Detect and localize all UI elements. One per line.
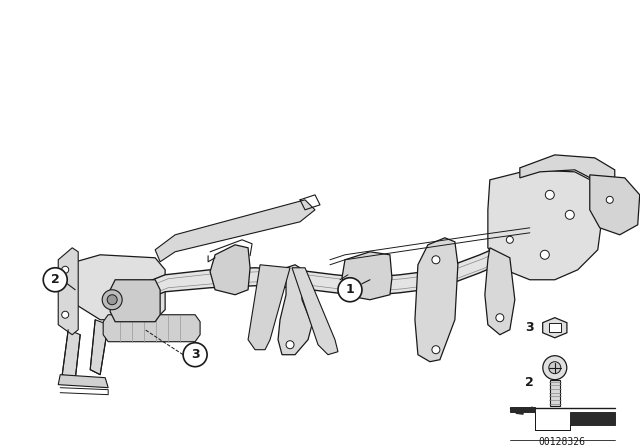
Polygon shape — [543, 318, 567, 338]
Circle shape — [543, 356, 567, 379]
Text: 00128326: 00128326 — [538, 437, 586, 447]
Polygon shape — [520, 155, 615, 190]
Polygon shape — [103, 315, 200, 342]
Polygon shape — [62, 330, 80, 379]
Circle shape — [61, 311, 68, 318]
Circle shape — [549, 362, 561, 374]
Circle shape — [432, 346, 440, 354]
Circle shape — [183, 343, 207, 367]
Polygon shape — [90, 320, 108, 375]
Polygon shape — [292, 268, 338, 355]
Polygon shape — [488, 170, 602, 280]
Circle shape — [496, 314, 504, 322]
Circle shape — [565, 210, 574, 220]
Text: 1: 1 — [346, 283, 355, 296]
Polygon shape — [58, 248, 78, 335]
Text: 3: 3 — [525, 321, 534, 334]
Circle shape — [338, 278, 362, 302]
Polygon shape — [485, 248, 515, 335]
Text: 2: 2 — [51, 273, 60, 286]
Text: 3: 3 — [191, 348, 200, 361]
Polygon shape — [58, 375, 108, 388]
Polygon shape — [342, 252, 392, 300]
Circle shape — [432, 256, 440, 264]
Polygon shape — [549, 323, 561, 332]
Polygon shape — [550, 379, 560, 405]
Circle shape — [61, 266, 68, 273]
Polygon shape — [110, 280, 160, 322]
Polygon shape — [278, 265, 312, 355]
Circle shape — [286, 341, 294, 349]
Text: 2: 2 — [525, 376, 534, 389]
Circle shape — [44, 268, 67, 292]
Polygon shape — [140, 228, 545, 302]
Polygon shape — [210, 245, 250, 295]
Polygon shape — [590, 175, 640, 235]
Polygon shape — [60, 255, 165, 320]
Polygon shape — [155, 200, 315, 262]
Circle shape — [102, 290, 122, 310]
Polygon shape — [510, 407, 615, 430]
Circle shape — [107, 295, 117, 305]
Circle shape — [506, 236, 513, 243]
Polygon shape — [415, 238, 458, 362]
Polygon shape — [248, 265, 290, 350]
Circle shape — [545, 190, 554, 199]
Circle shape — [606, 196, 613, 203]
Circle shape — [540, 250, 549, 259]
